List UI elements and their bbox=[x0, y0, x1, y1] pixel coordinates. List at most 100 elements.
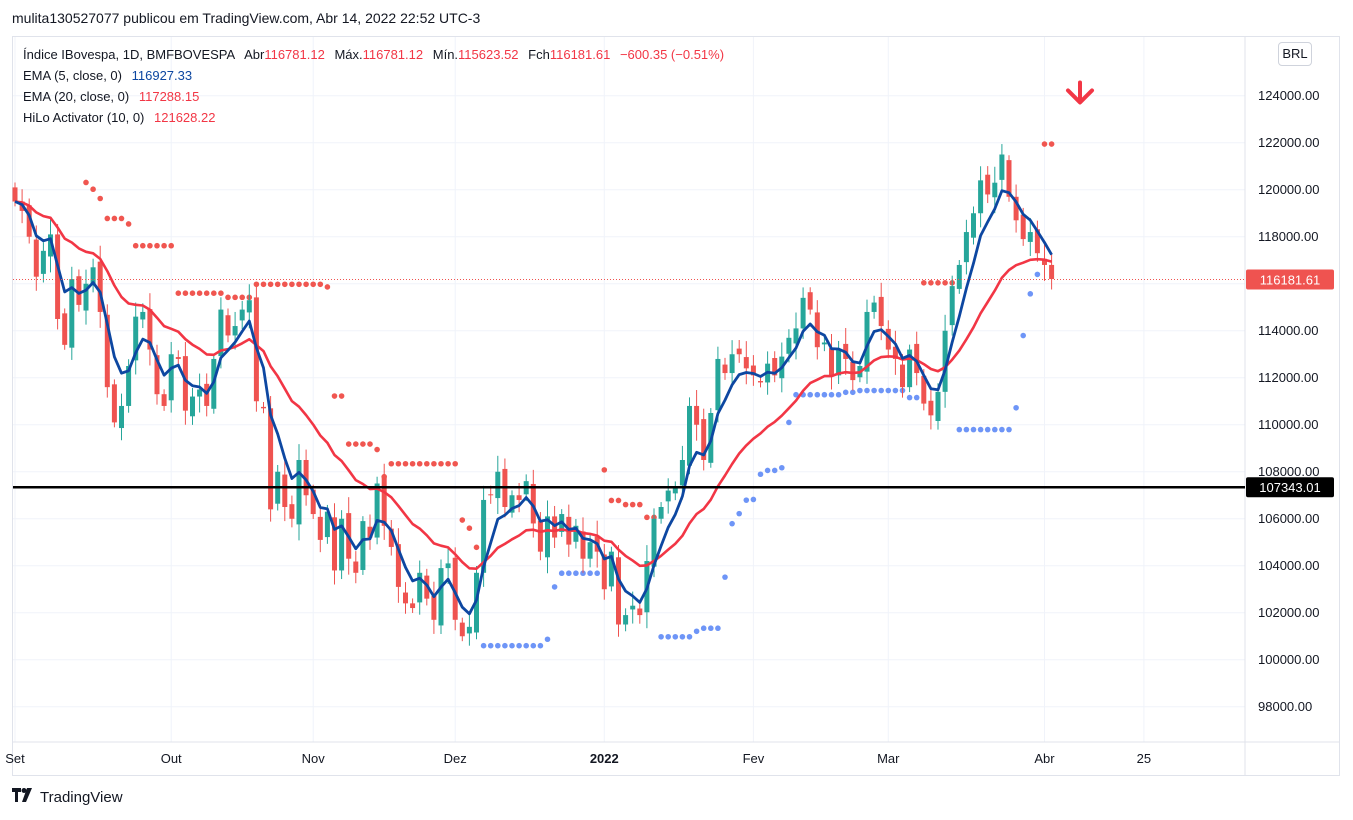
publisher-line: mulita130527077 publicou em TradingView.… bbox=[12, 10, 481, 26]
open-value: 116781.12 bbox=[264, 47, 325, 62]
candle-59 bbox=[431, 581, 437, 634]
hilo-dot-76 bbox=[551, 584, 558, 590]
last-price-label: 116181.61 bbox=[1260, 272, 1321, 287]
hilo-dot-15 bbox=[118, 215, 125, 222]
y-tick-label-8: 114000.00 bbox=[1258, 323, 1319, 338]
tradingview-logo[interactable]: TradingView bbox=[12, 788, 123, 807]
hilo-dot-128 bbox=[921, 280, 927, 286]
hilo-dot-12 bbox=[97, 195, 103, 202]
ema20-label[interactable]: EMA (20, close, 0) bbox=[23, 89, 130, 104]
candle-body-31 bbox=[232, 326, 238, 336]
hilo-dot-17 bbox=[132, 242, 139, 249]
hilo-dot-48 bbox=[353, 441, 359, 447]
hilo-dot-141 bbox=[1013, 404, 1019, 411]
hilo-dot-43 bbox=[317, 281, 324, 288]
candle-85 bbox=[616, 545, 621, 637]
candle-body-83 bbox=[601, 554, 607, 590]
hilo-dot-106 bbox=[764, 467, 771, 474]
candle-body-73 bbox=[530, 483, 536, 524]
candle-body-91 bbox=[658, 507, 664, 519]
hilo-dot-20 bbox=[154, 242, 160, 249]
candle-body-71 bbox=[516, 495, 522, 500]
x-tick-label-1: Out bbox=[161, 751, 182, 766]
candle-body-29 bbox=[218, 309, 224, 357]
candle-body-92 bbox=[665, 490, 671, 502]
hilo-dot-144 bbox=[1034, 271, 1041, 278]
candle-body-0 bbox=[12, 187, 18, 202]
candle-body-103 bbox=[743, 357, 749, 369]
y-tick-label-2: 102000.00 bbox=[1258, 605, 1319, 620]
hilo-row: HiLo Activator (10, 0) 121628.22 bbox=[23, 107, 724, 128]
candle-body-129 bbox=[928, 400, 934, 416]
candle-body-124 bbox=[892, 346, 898, 359]
candle-68 bbox=[495, 455, 501, 515]
candle-body-48 bbox=[353, 561, 359, 573]
candle-25 bbox=[190, 387, 195, 425]
hilo-dot-35 bbox=[260, 281, 267, 288]
time-axis: Set Out Nov Dez 2022 Fev Mar Abr 25 bbox=[5, 751, 1151, 766]
hilo-dot-134 bbox=[963, 426, 970, 433]
y-tick-label-13: 124000.00 bbox=[1258, 88, 1319, 103]
candle-112 bbox=[807, 287, 813, 315]
ema5-value: 116927.33 bbox=[131, 68, 193, 83]
candle-14 bbox=[111, 379, 117, 428]
candle-91 bbox=[658, 502, 664, 524]
candle-24 bbox=[182, 342, 188, 425]
hilo-dot-131 bbox=[942, 280, 948, 286]
ohlc-row: Índice IBovespa, 1D, BMFBOVESPA Abr11678… bbox=[23, 44, 724, 65]
candle-body-11 bbox=[90, 267, 96, 284]
candle-114 bbox=[821, 335, 827, 352]
candle-body-30 bbox=[225, 315, 231, 336]
hilo-dot-137 bbox=[984, 426, 991, 433]
hilo-label[interactable]: HiLo Activator (10, 0) bbox=[23, 110, 145, 125]
candle-body-8 bbox=[69, 279, 75, 348]
candle-120 bbox=[864, 299, 870, 384]
hilo-dot-69 bbox=[502, 642, 508, 649]
symbol-label[interactable]: Índice IBovespa, 1D, BMFBOVESPA bbox=[23, 47, 235, 62]
candle-body-9 bbox=[76, 276, 82, 305]
candle-body-32 bbox=[239, 309, 245, 321]
candle-body-128 bbox=[921, 375, 927, 404]
candle-17 bbox=[133, 302, 139, 375]
low-label: Mín. bbox=[432, 47, 459, 62]
hilo-dot-55 bbox=[402, 460, 409, 467]
candle-30 bbox=[225, 308, 231, 343]
candle-115 bbox=[829, 334, 834, 390]
y-tick-label-3: 104000.00 bbox=[1258, 558, 1319, 573]
candle-141 bbox=[1013, 184, 1019, 233]
candle-body-18 bbox=[140, 311, 146, 320]
hilo-dot-86 bbox=[622, 501, 629, 508]
candle-body-54 bbox=[395, 544, 401, 587]
candle-body-22 bbox=[168, 354, 174, 401]
hilo-dot-34 bbox=[253, 281, 260, 288]
currency-button[interactable]: BRL bbox=[1278, 42, 1312, 66]
candle-body-134 bbox=[963, 232, 969, 263]
candle-body-75 bbox=[545, 516, 550, 558]
hilo-dot-50 bbox=[367, 441, 373, 447]
candle-body-86 bbox=[623, 615, 629, 625]
x-tick-label-3: Dez bbox=[444, 751, 467, 766]
candle-body-16 bbox=[126, 366, 132, 406]
hilo-dot-59 bbox=[431, 460, 437, 467]
ema20-row: EMA (20, close, 0) 117288.15 bbox=[23, 86, 724, 107]
hilo-dot-61 bbox=[445, 460, 451, 467]
candle-123 bbox=[885, 320, 891, 359]
candle-21 bbox=[161, 389, 167, 411]
candle-80 bbox=[580, 517, 586, 573]
ema5-label[interactable]: EMA (5, close, 0) bbox=[23, 68, 122, 83]
y-tick-label-0: 98000.00 bbox=[1258, 699, 1312, 714]
candle-5 bbox=[48, 218, 53, 273]
candle-96 bbox=[694, 390, 700, 441]
hilo-dot-28 bbox=[211, 290, 217, 296]
hilo-dot-142 bbox=[1020, 332, 1026, 339]
candle-body-88 bbox=[637, 608, 643, 616]
candle-body-56 bbox=[410, 603, 416, 609]
candle-body-19 bbox=[147, 309, 153, 350]
hilo-dot-64 bbox=[466, 525, 473, 531]
hilo-dot-89 bbox=[644, 514, 650, 521]
candle-body-20 bbox=[154, 355, 160, 395]
hilo-dot-66 bbox=[480, 642, 487, 649]
y-tick-label-12: 122000.00 bbox=[1258, 135, 1319, 150]
hilo-dot-68 bbox=[495, 642, 501, 649]
